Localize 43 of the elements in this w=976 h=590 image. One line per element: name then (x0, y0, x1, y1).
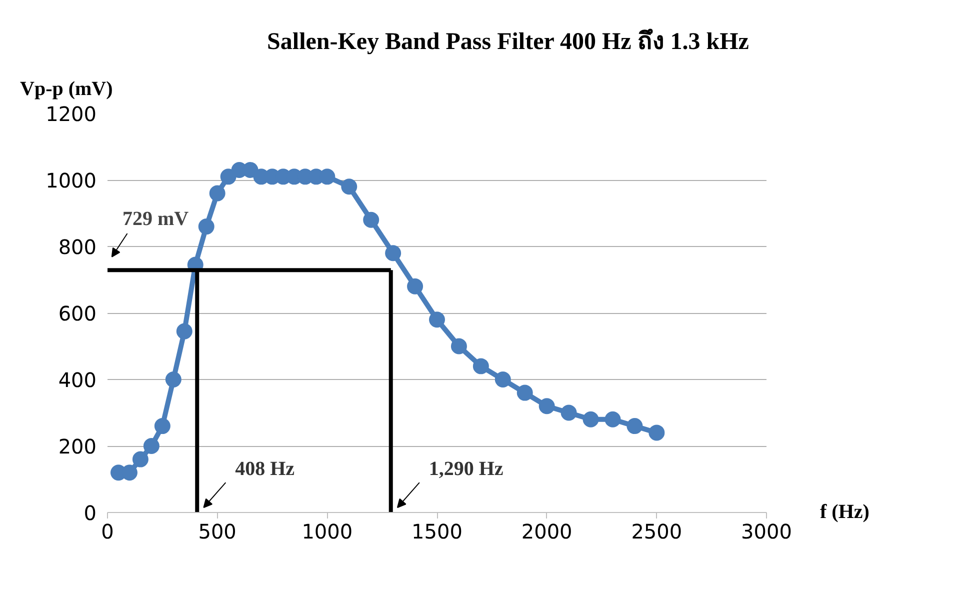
y-tick-label: 200 (58, 434, 97, 458)
point (494, 372, 511, 388)
x-tick-label: 0 (101, 520, 114, 544)
ref-line-label: 408 Hz (235, 458, 295, 480)
point (582, 411, 599, 428)
point (626, 418, 643, 434)
point (176, 323, 192, 340)
point (198, 218, 214, 235)
x-tick-label: 1000 (302, 520, 353, 544)
point (604, 411, 621, 428)
point (472, 358, 489, 374)
x-tick-label: 2500 (631, 520, 682, 544)
x-tick-label: 2000 (521, 520, 572, 544)
y-tick-label: 0 (84, 501, 97, 525)
point (429, 312, 445, 328)
point (538, 398, 555, 414)
y-axis-title: Vp-p (mV) (20, 77, 113, 102)
point (407, 278, 424, 294)
y-tick-label: 400 (58, 368, 97, 392)
point (165, 372, 182, 388)
point (154, 418, 170, 434)
y-tick-label: 1200 (46, 102, 97, 126)
x-tick-label: 3000 (741, 520, 792, 544)
point (385, 245, 402, 262)
point (143, 438, 160, 454)
y-tick-label: 800 (58, 235, 97, 259)
point (132, 451, 148, 468)
point (341, 178, 358, 195)
point (560, 404, 577, 421)
y-tick-label: 1000 (46, 168, 97, 192)
point (648, 424, 665, 441)
x-axis-title: f (Hz) (820, 500, 870, 525)
point (450, 338, 467, 354)
chart-title: Sallen-Key Band Pass Filter 400 Hz ถึง 1.3 kHz (267, 28, 749, 57)
y-tick-label: 600 (58, 302, 97, 326)
point (209, 185, 226, 202)
point (516, 384, 533, 401)
ref-line-label: 729 mV (122, 208, 190, 230)
point (220, 168, 236, 185)
x-tick-label: 500 (198, 520, 236, 544)
ref-line-label: 1,290 Hz (428, 458, 504, 480)
point (363, 212, 380, 228)
x-tick-label: 1500 (412, 520, 462, 544)
